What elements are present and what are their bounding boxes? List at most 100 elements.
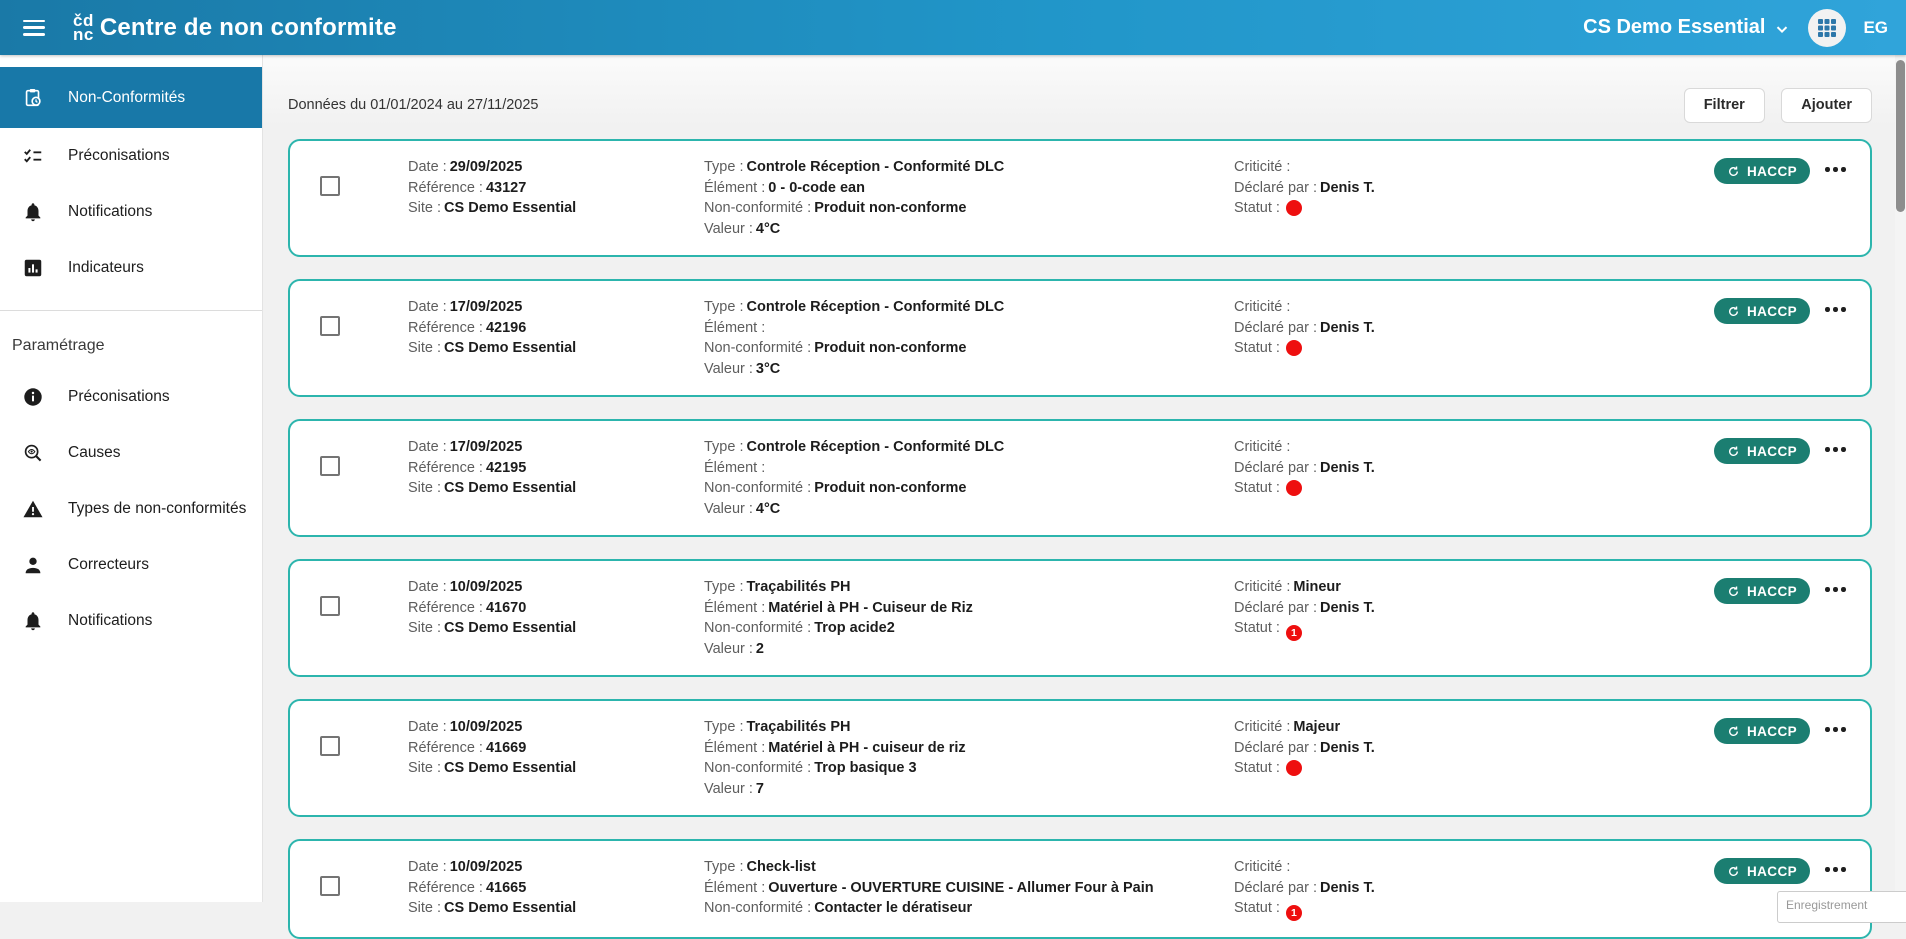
type-value: Controle Réception - Conformité DLC (747, 439, 1005, 455)
value-line: Valeur :2 (704, 639, 1234, 660)
type-label: Type : (704, 159, 744, 175)
select-checkbox[interactable] (320, 736, 340, 756)
sidebar-item-notifications[interactable]: Notifications (0, 184, 262, 240)
value-label: Valeur : (704, 781, 753, 797)
reference-value: 42196 (486, 320, 526, 336)
status-dot (1286, 480, 1302, 496)
sidebar-item-non-conformites[interactable]: Non-Conformités (0, 67, 262, 128)
value-value: 4°C (756, 501, 780, 517)
select-checkbox[interactable] (320, 316, 340, 336)
sidebar-item-label: Préconisations (68, 147, 170, 165)
nonconformity-card[interactable]: Date :29/09/2025 Référence :43127 Site :… (288, 139, 1872, 257)
date-value: 10/09/2025 (450, 719, 523, 735)
type-value: Controle Réception - Conformité DLC (747, 159, 1005, 175)
type-label: Type : (704, 859, 744, 875)
reference-label: Référence : (408, 600, 483, 616)
type-label: Type : (704, 719, 744, 735)
reference-label: Référence : (408, 740, 483, 756)
select-checkbox[interactable] (320, 176, 340, 196)
site-label: Site : (408, 620, 441, 636)
type-value: Check-list (747, 859, 816, 875)
account-switcher[interactable]: CS Demo Essential (1583, 16, 1791, 39)
more-options-button[interactable] (1825, 867, 1846, 872)
reference-value: 41665 (486, 880, 526, 896)
select-checkbox[interactable] (320, 456, 340, 476)
criticality-label: Criticité : (1234, 299, 1290, 315)
date-range-text: Données du 01/01/2024 au 27/11/2025 (288, 97, 538, 113)
value-label: Valeur : (704, 221, 753, 237)
status-label: Statut : (1234, 480, 1280, 496)
declared-by-value: Denis T. (1320, 460, 1375, 476)
haccp-badge: HACCP (1714, 298, 1810, 324)
sidebar-item-causes[interactable]: Causes (0, 425, 262, 481)
chevron-down-icon (1773, 20, 1791, 38)
add-button[interactable]: Ajouter (1781, 88, 1872, 123)
element-label: Élément : (704, 600, 765, 616)
sidebar-item-preconisations-settings[interactable]: Préconisations (0, 369, 262, 425)
declared-by-value: Denis T. (1320, 740, 1375, 756)
app-logo: čd nc (73, 14, 94, 42)
more-options-button[interactable] (1825, 727, 1846, 732)
element-value: Matériel à PH - Cuiseur de Riz (768, 600, 973, 616)
bar-chart-icon (22, 257, 44, 279)
refresh-icon (1727, 865, 1740, 878)
nonconformity-card[interactable]: Date :17/09/2025 Référence :42196 Site :… (288, 279, 1872, 397)
more-options-button[interactable] (1825, 587, 1846, 592)
sidebar-item-indicateurs[interactable]: Indicateurs (0, 240, 262, 296)
more-options-button[interactable] (1825, 307, 1846, 312)
site-label: Site : (408, 760, 441, 776)
more-options-button[interactable] (1825, 447, 1846, 452)
value-line: Valeur :4°C (704, 499, 1234, 520)
apps-grid-button[interactable] (1808, 9, 1846, 47)
sidebar: Non-Conformités Préconisations Notificat… (0, 55, 263, 902)
scrollbar-thumb[interactable] (1896, 60, 1905, 212)
site-value: CS Demo Essential (444, 900, 576, 916)
value-value: 3°C (756, 361, 780, 377)
nonconformity-card[interactable]: Date :10/09/2025 Référence :41665 Site :… (288, 839, 1872, 939)
type-value: Traçabilités PH (747, 719, 851, 735)
refresh-icon (1727, 305, 1740, 318)
sidebar-item-notifications-settings[interactable]: Notifications (0, 593, 262, 649)
element-label: Élément : (704, 180, 765, 196)
haccp-badge: HACCP (1714, 438, 1810, 464)
status-dot (1286, 760, 1302, 776)
filter-button[interactable]: Filtrer (1684, 88, 1765, 123)
sidebar-item-label: Correcteurs (68, 556, 149, 574)
user-avatar[interactable]: EG (1863, 18, 1888, 38)
sidebar-item-preconisations[interactable]: Préconisations (0, 128, 262, 184)
sidebar-item-correcteurs[interactable]: Correcteurs (0, 537, 262, 593)
search-eye-icon (22, 442, 44, 464)
haccp-badge-label: HACCP (1747, 444, 1797, 459)
site-value: CS Demo Essential (444, 760, 576, 776)
haccp-badge-label: HACCP (1747, 584, 1797, 599)
sidebar-item-label: Types de non-conformités (68, 500, 246, 518)
select-checkbox[interactable] (320, 876, 340, 896)
nonconformity-card[interactable]: Date :10/09/2025 Référence :41670 Site :… (288, 559, 1872, 677)
sidebar-item-label: Préconisations (68, 388, 170, 406)
reference-label: Référence : (408, 320, 483, 336)
status-count: 1 (1291, 907, 1297, 919)
value-value: 2 (756, 641, 764, 657)
date-value: 10/09/2025 (450, 859, 523, 875)
declared-by-value: Denis T. (1320, 180, 1375, 196)
status-label: Statut : (1234, 620, 1280, 636)
nonconformity-card[interactable]: Date :17/09/2025 Référence :42195 Site :… (288, 419, 1872, 537)
scrollbar-track[interactable] (1895, 55, 1906, 902)
person-icon (22, 554, 44, 576)
non-conformity-label: Non-conformité : (704, 200, 811, 216)
select-checkbox[interactable] (320, 596, 340, 616)
nonconformity-card[interactable]: Date :10/09/2025 Référence :41669 Site :… (288, 699, 1872, 817)
declared-by-value: Denis T. (1320, 320, 1375, 336)
haccp-badge-label: HACCP (1747, 724, 1797, 739)
more-options-button[interactable] (1825, 167, 1846, 172)
bell-icon (22, 201, 44, 223)
date-label: Date : (408, 159, 447, 175)
criticality-value: Mineur (1293, 579, 1341, 595)
warning-icon (22, 498, 44, 520)
nonconformity-list: Date :29/09/2025 Référence :43127 Site :… (288, 139, 1906, 939)
hamburger-menu-icon[interactable] (23, 20, 45, 36)
value-line: Valeur :4°C (704, 219, 1234, 240)
status-label: Statut : (1234, 900, 1280, 916)
sidebar-item-types-non-conformites[interactable]: Types de non-conformités (0, 481, 262, 537)
criticality-label: Criticité : (1234, 579, 1290, 595)
